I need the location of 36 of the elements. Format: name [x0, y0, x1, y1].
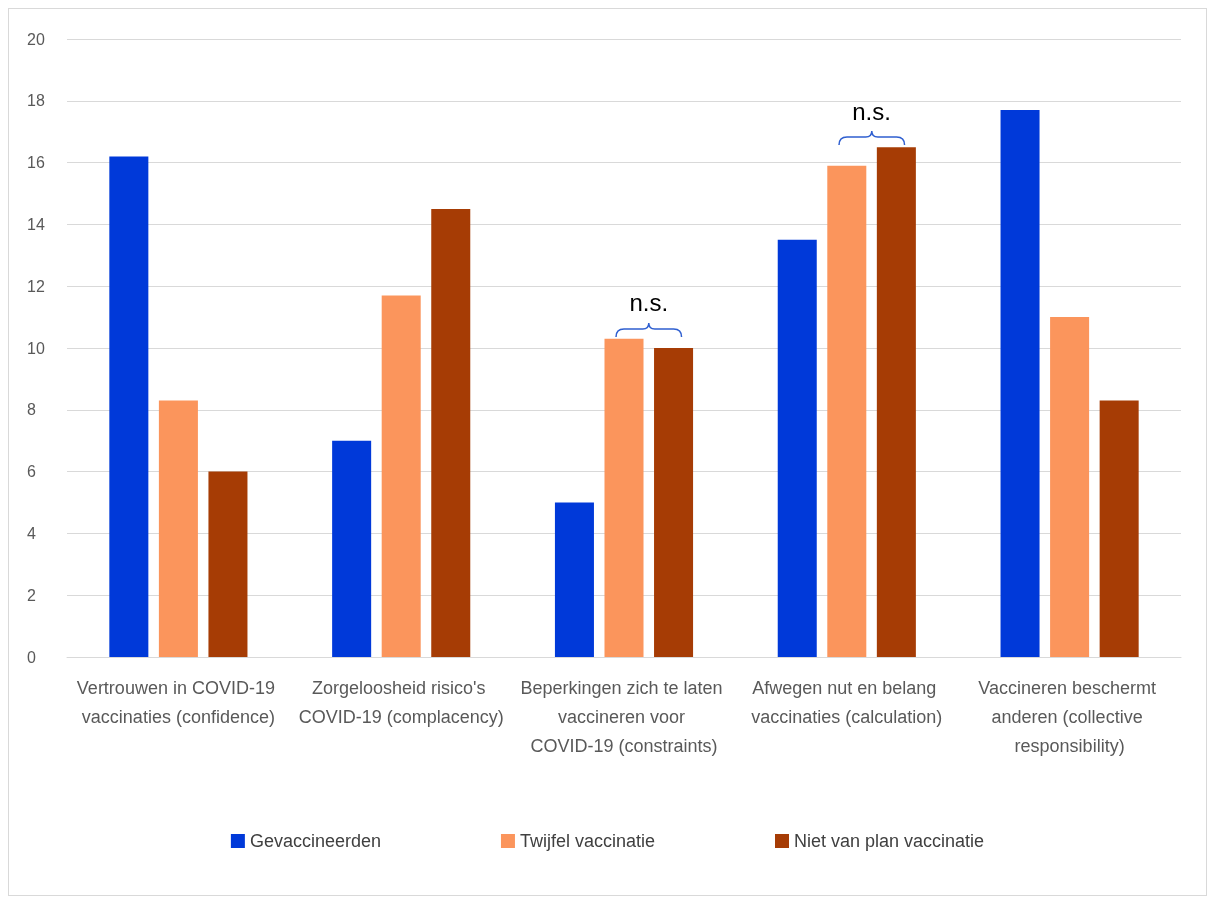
x-tick-label: Beperkingen zich te laten vaccineren voor COVID-19 (constraints)	[520, 677, 728, 756]
bar	[827, 165, 867, 657]
bar	[1050, 317, 1090, 657]
bar	[1099, 400, 1139, 657]
y-tick-label: 10	[27, 339, 45, 357]
bar	[332, 440, 372, 657]
bar	[208, 471, 248, 657]
bar	[876, 147, 916, 657]
bar	[381, 295, 421, 657]
y-tick-label: 2	[27, 586, 36, 604]
bar	[1000, 110, 1040, 657]
y-tick-label: 8	[27, 401, 36, 419]
x-tick-label: Vaccineren beschermt anderen (collective responsibility)	[978, 677, 1161, 756]
y-tick-label: 4	[27, 524, 36, 542]
y-tick-label: 0	[27, 648, 36, 666]
bar	[777, 239, 817, 657]
bar	[158, 400, 198, 657]
x-tick-label: Vertrouwen in COVID-19 vaccinaties (confidence)	[76, 677, 280, 727]
y-tick-label: 20	[27, 30, 45, 48]
y-tick-label: 16	[27, 154, 45, 172]
bar	[604, 338, 644, 657]
bar	[654, 348, 694, 657]
annotation: n.s.	[852, 97, 891, 125]
legend-label: Twijfel vaccinatie	[519, 831, 656, 851]
legend-label: Gevaccineerden	[249, 831, 381, 851]
bar	[109, 156, 149, 657]
annotation: n.s.	[629, 289, 669, 317]
x-tick-label: Afwegen nut en belang vaccinaties (calculation)	[751, 677, 943, 727]
x-tick-label: Zorgeloosheid risico's COVID-19 (complacency)	[298, 677, 504, 727]
y-tick-label: 6	[27, 463, 36, 481]
y-tick-label: 14	[27, 215, 45, 233]
legend-label: Niet van plan vaccinatie	[794, 831, 985, 851]
y-tick-label: 12	[27, 277, 45, 295]
bar	[431, 208, 471, 657]
bar	[554, 502, 594, 657]
y-tick-label: 18	[27, 92, 45, 110]
